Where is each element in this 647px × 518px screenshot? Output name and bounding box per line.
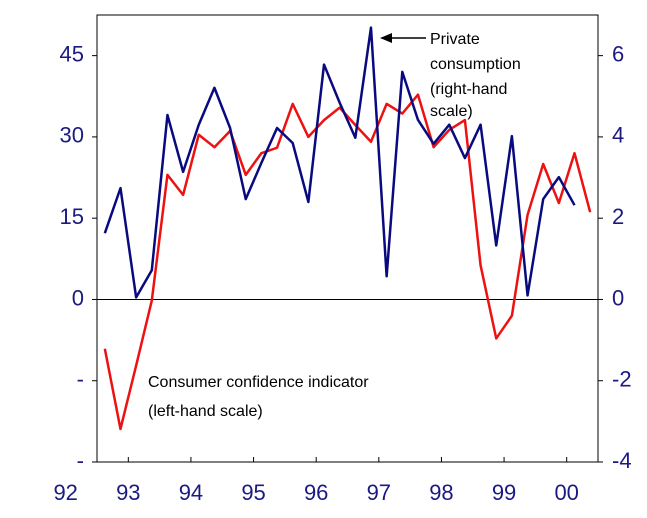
y-tick-label: 45 (60, 41, 84, 66)
y2-tick-label: 2 (612, 204, 624, 229)
y-tick-label: 0 (72, 285, 84, 310)
y2-tick-label: 0 (612, 285, 624, 310)
y2-tick-label: 4 (612, 123, 624, 148)
arrow-head (380, 33, 392, 43)
x-tick-label: 97 (367, 480, 391, 505)
y-tick-label: - (77, 448, 84, 473)
annotation: consumption (430, 56, 521, 73)
x-tick-label: 99 (492, 480, 516, 505)
x-tick-label: 95 (241, 480, 265, 505)
y2-tick-label: 6 (612, 41, 624, 66)
annotation: (right-hand (430, 81, 507, 98)
x-tick-label: 96 (304, 480, 328, 505)
x-tick-label: 00 (554, 480, 578, 505)
series-line (103, 93, 592, 431)
x-tick-label: 92 (53, 480, 77, 505)
x-tick-label: 93 (116, 480, 140, 505)
y-tick-label: - (77, 367, 84, 392)
annotation: Private (430, 31, 480, 48)
annotation: Consumer confidence indicator (148, 374, 369, 391)
x-tick-label: 98 (429, 480, 453, 505)
annotation: (left-hand scale) (148, 403, 263, 420)
y2-tick-label: -2 (612, 367, 632, 392)
plot-frame (96, 14, 599, 463)
y2-tick-label: -4 (612, 448, 632, 473)
series-line (103, 26, 576, 299)
y-tick-label: 30 (60, 123, 84, 148)
y-tick-label: 15 (60, 204, 84, 229)
annotation: scale) (430, 103, 473, 120)
x-tick-label: 94 (179, 480, 203, 505)
